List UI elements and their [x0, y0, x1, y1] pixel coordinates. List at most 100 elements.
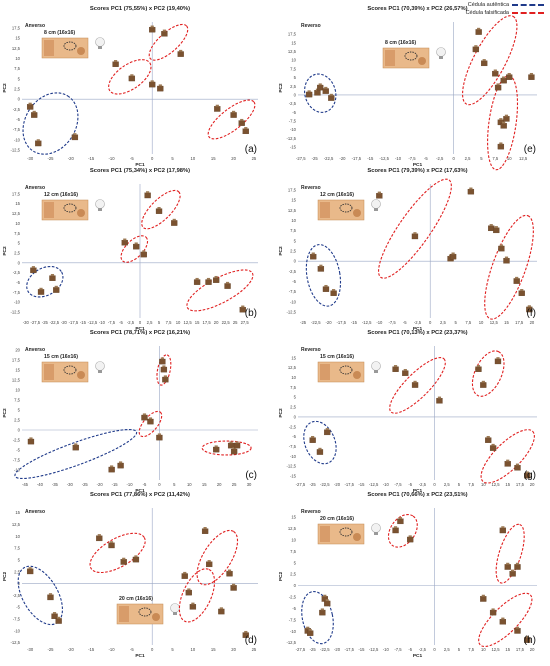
data-point-authentic [27, 437, 35, 445]
y-tick-label: -12,5 [10, 640, 20, 645]
data-point-counterfeit [514, 626, 521, 634]
cluster-ellipse-authentic [301, 590, 334, 645]
y-tick-label: 5 [294, 238, 297, 243]
y-tick-label: -10 [14, 468, 21, 473]
data-point-authentic [37, 287, 45, 295]
x-tick-label: 0 [433, 647, 436, 652]
data-point-authentic [71, 133, 79, 141]
x-tick-label: 10 [507, 156, 512, 161]
x-tick-label: 25 [232, 482, 237, 487]
x-tick-label: 22,5 [222, 320, 231, 325]
data-point-counterfeit [171, 218, 178, 226]
data-point-marker [157, 85, 164, 92]
data-point-marker [436, 398, 443, 404]
y-tick-label: 10 [15, 534, 20, 539]
x-tick-label: 17,5 [516, 482, 525, 487]
data-point-counterfeit [121, 238, 128, 246]
data-point-marker [480, 596, 487, 602]
data-point-marker [411, 233, 419, 240]
data-point-cap [157, 433, 162, 436]
data-point-cap [491, 608, 495, 611]
x-tick-label: 20 [214, 320, 219, 325]
data-point-marker [504, 564, 511, 570]
banknote-strip [320, 364, 330, 380]
data-point-cap [122, 557, 126, 560]
y-tick-label: 7,5 [290, 549, 296, 554]
y-tick-label: -5 [292, 279, 296, 284]
banknote-strip [44, 202, 54, 218]
data-point-cap [191, 602, 195, 605]
y-tick-label: -10 [290, 629, 297, 634]
panel-g: Scores PC1 (70,13%) x PC2 (23,37%) -15 -12… [278, 330, 537, 494]
y-tick-label: 12,5 [288, 526, 297, 531]
y-tick-label: 15 [15, 368, 20, 373]
x-tick-label: -2,5 [419, 482, 427, 487]
data-point-cap [482, 59, 486, 61]
y-tick-label: -10 [290, 299, 297, 304]
data-point-counterfeit [144, 191, 151, 199]
x-tick-label: -10 [99, 320, 106, 325]
data-point-marker [155, 208, 163, 214]
banknote-strip [385, 50, 395, 66]
bulb-glass [436, 47, 446, 57]
x-tick-label: 2,5 [465, 156, 471, 161]
data-point-marker [226, 570, 233, 577]
x-axis-label: PC1 [135, 326, 145, 332]
data-point-counterfeit [206, 560, 213, 568]
data-point-counterfeit [485, 435, 492, 443]
data-point-marker [305, 91, 313, 98]
data-point-marker [224, 283, 231, 289]
x-tick-label: -12,5 [369, 647, 379, 652]
data-point-marker [47, 594, 54, 601]
data-point-counterfeit [185, 588, 192, 596]
data-point-counterfeit [499, 526, 507, 534]
data-point-counterfeit [193, 277, 201, 285]
cluster-ellipse-authentic [26, 265, 64, 298]
y-tick-label: 5 [18, 557, 21, 562]
data-point-marker [133, 243, 140, 250]
y-tick-label: -2,5 [289, 101, 297, 106]
data-point-marker [392, 366, 399, 372]
x-tick-label: -30 [67, 482, 74, 487]
x-tick-label: 2,5 [444, 647, 450, 652]
y-tick-label: -15 [290, 474, 297, 479]
data-point-cap [308, 628, 312, 631]
y-tick-label: 10 [15, 56, 20, 61]
data-point-counterfeit [376, 191, 383, 199]
data-point-counterfeit [226, 569, 233, 577]
data-point-counterfeit [489, 608, 497, 616]
data-point-marker [96, 535, 103, 542]
data-point-cap [413, 380, 417, 383]
data-point-marker [171, 220, 178, 226]
data-point-marker [230, 585, 237, 591]
chart-title-e: Scores PC1 (70,39%) x PC2 (26,57%) [367, 6, 467, 12]
y-tick-label: 0 [18, 581, 21, 586]
banknote-seal [353, 533, 361, 541]
y-tick-label: -2,5 [13, 438, 21, 443]
x-tick-label: 2,5 [147, 320, 153, 325]
y-tick-label: 0 [294, 414, 297, 419]
data-point-marker [214, 106, 221, 112]
data-point-counterfeit [407, 535, 414, 543]
cluster-ellipse-counterfeit [462, 15, 518, 106]
x-tick-label: -25 [300, 320, 307, 325]
data-point-marker [503, 116, 510, 122]
y-tick-label: -7,5 [289, 444, 297, 449]
data-point-marker [500, 77, 507, 84]
data-point-marker [480, 382, 487, 388]
data-point-marker [206, 561, 213, 568]
y-axis-label: PC2 [278, 83, 284, 93]
data-point-marker [218, 608, 225, 615]
data-point-authentic [310, 252, 317, 260]
y-tick-label: 2,5 [290, 572, 296, 577]
data-point-cap [502, 121, 506, 124]
data-point-marker [316, 449, 324, 455]
data-point-marker [149, 81, 156, 88]
data-point-marker [397, 518, 404, 525]
data-point-counterfeit [475, 27, 482, 35]
banknote-strip [44, 364, 54, 380]
x-tick-label: -15 [88, 156, 95, 161]
x-tick-label: -20 [339, 156, 346, 161]
cluster-ellipse-authentic [305, 244, 342, 307]
y-tick-label: 0 [294, 583, 297, 588]
